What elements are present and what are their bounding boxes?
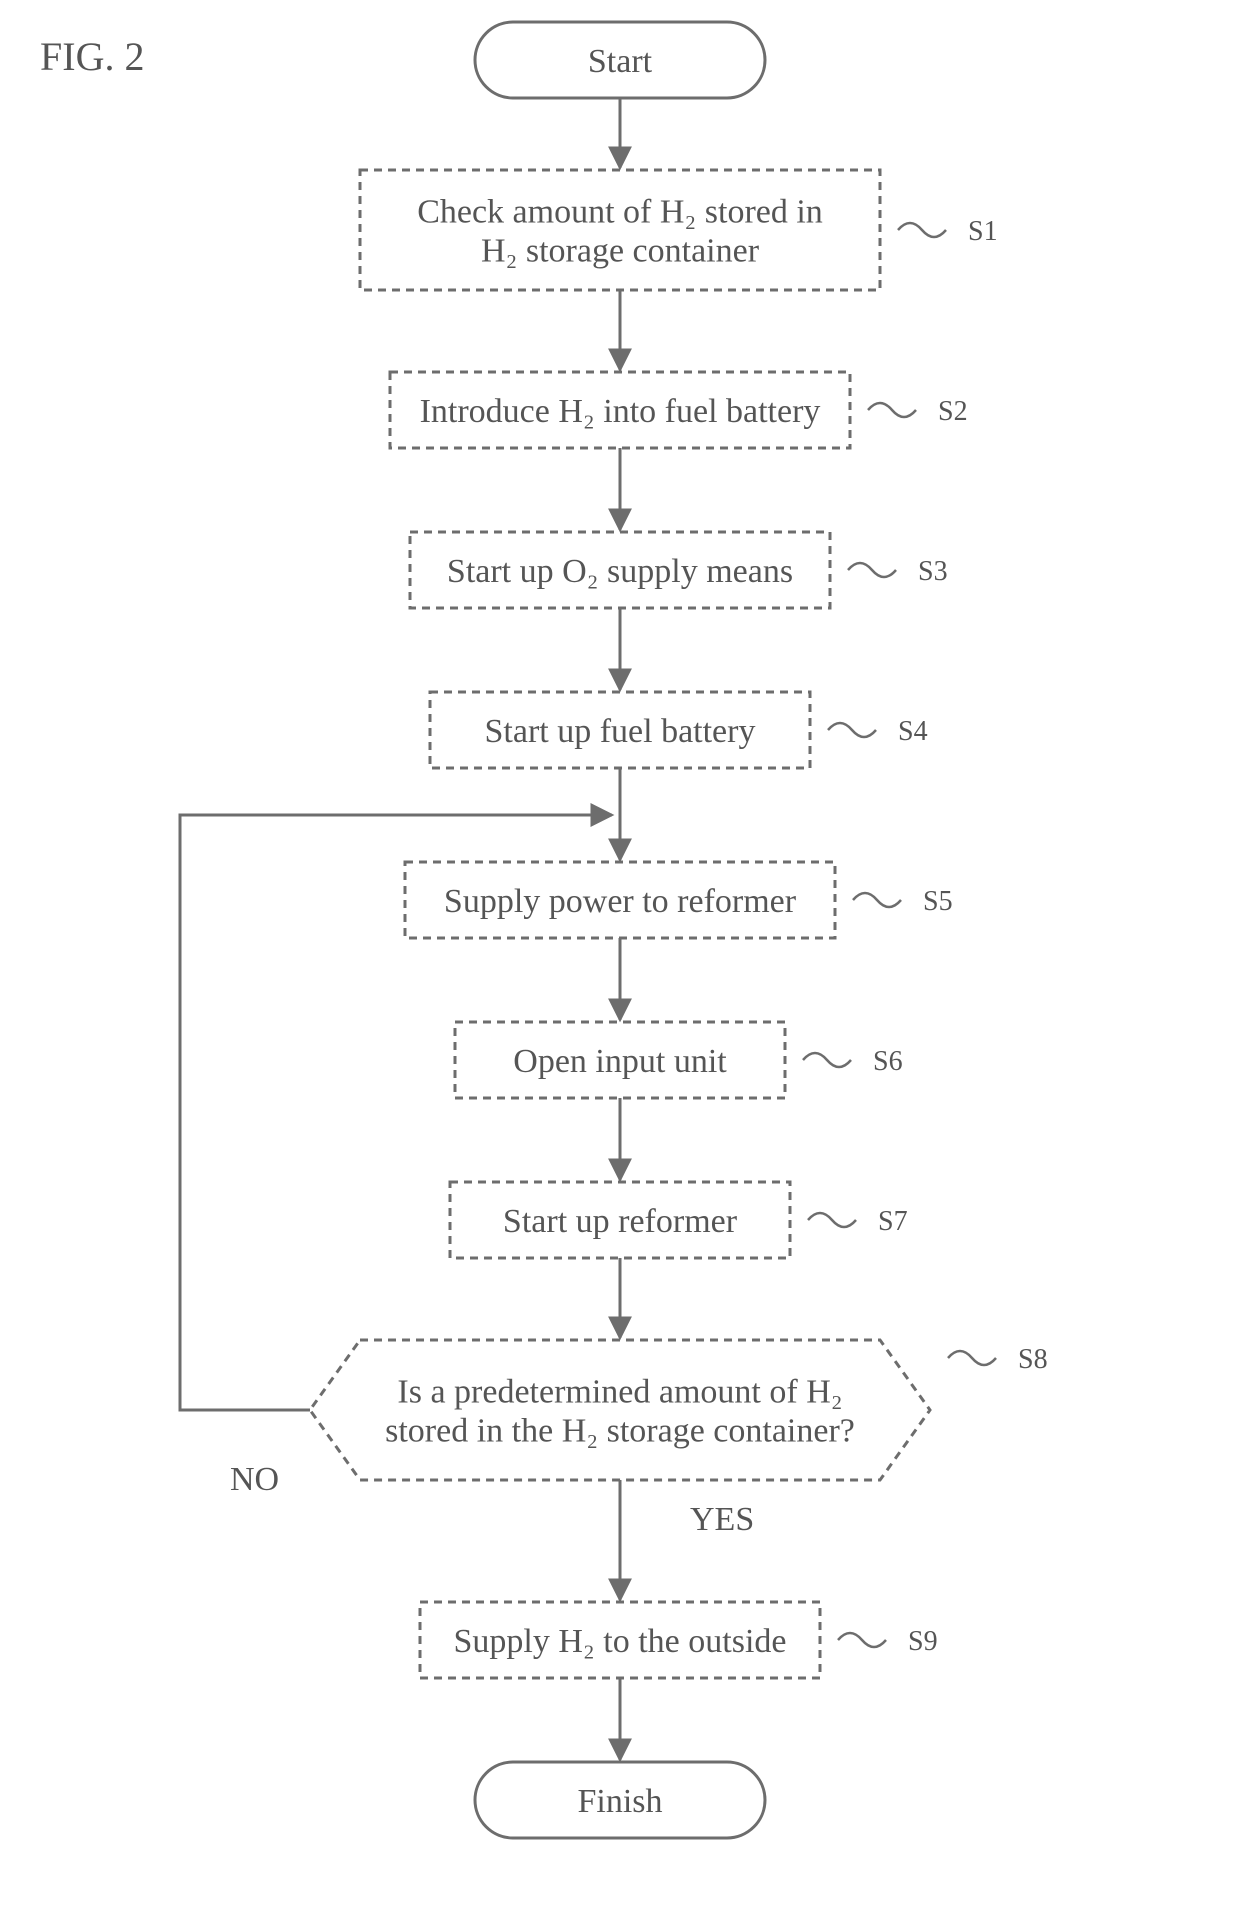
step-label: S7 <box>878 1206 908 1237</box>
figure-label: FIG. 2 <box>40 34 144 79</box>
node-s8: Is a predetermined amount of H₂stored in… <box>310 1340 1048 1480</box>
node-s9: Supply H₂ to the outside S9 <box>420 1602 938 1678</box>
node-s2: Introduce H₂ into fuel battery S2 <box>390 372 968 448</box>
step-label: S4 <box>898 716 928 747</box>
node-s3: Start up O₂ supply means S3 <box>410 532 948 608</box>
step-label: S3 <box>918 556 948 587</box>
step-label: S5 <box>923 886 953 917</box>
node-s7: Start up reformer S7 <box>450 1182 908 1258</box>
edge-label-no: NO <box>230 1461 279 1498</box>
node-text: H₂ storage container <box>481 232 760 269</box>
node-text: Introduce H₂ into fuel battery <box>420 393 821 430</box>
node-text: Is a predetermined amount of H₂ <box>397 1373 842 1410</box>
node-s4: Start up fuel battery S4 <box>430 692 928 768</box>
edge-label: YES <box>690 1501 754 1538</box>
node-s6: Open input unit S6 <box>455 1022 903 1098</box>
step-label: S2 <box>938 396 968 427</box>
node-text: Finish <box>577 1783 662 1820</box>
node-text: Start up fuel battery <box>485 713 756 750</box>
node-text: Supply power to reformer <box>444 883 797 920</box>
step-label: S6 <box>873 1046 903 1077</box>
node-s5: Supply power to reformer S5 <box>405 862 953 938</box>
node-text: Start <box>588 43 653 80</box>
node-text: Start up O₂ supply means <box>447 553 793 590</box>
node-text: Check amount of H₂ stored in <box>417 193 823 230</box>
step-label: S9 <box>908 1626 938 1657</box>
node-s1: Check amount of H₂ stored inH₂ storage c… <box>360 170 998 290</box>
node-text: Start up reformer <box>503 1203 738 1240</box>
step-label: S8 <box>1018 1344 1048 1375</box>
flowchart-canvas: FIG. 2 Start Check amount of H₂ stored inH… <box>0 0 1240 1919</box>
node-text: Supply H₂ to the outside <box>454 1623 787 1660</box>
step-label: S1 <box>968 216 998 247</box>
node-start: Start <box>475 22 765 98</box>
node-finish: Finish <box>475 1762 765 1838</box>
node-text: Open input unit <box>513 1043 727 1080</box>
node-text: stored in the H₂ storage container? <box>385 1412 855 1449</box>
